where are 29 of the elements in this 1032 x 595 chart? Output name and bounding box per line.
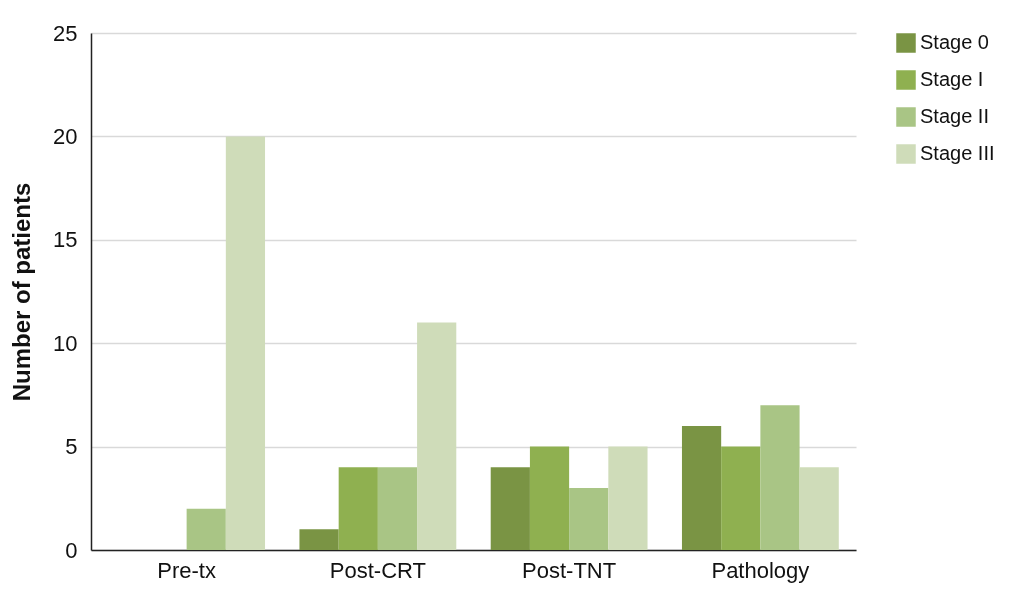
x-tick-label: Post-CRT xyxy=(329,557,426,583)
bar xyxy=(608,446,648,550)
x-tick-label: Post-TNT xyxy=(522,557,617,583)
legend-label: Stage 0 xyxy=(920,31,989,53)
bar xyxy=(417,322,457,550)
bar xyxy=(569,487,609,550)
bar xyxy=(225,136,266,550)
y-tick-label: 15 xyxy=(53,227,78,253)
y-tick-label: 0 xyxy=(65,537,78,563)
x-tick-label: Pre-tx xyxy=(157,557,216,583)
bar xyxy=(721,446,761,550)
y-tick-label: 5 xyxy=(65,434,78,460)
y-tick-label: 25 xyxy=(53,20,78,46)
y-tick-label: 20 xyxy=(53,123,78,149)
bar xyxy=(338,467,378,550)
bar xyxy=(377,467,418,550)
y-axis-title: Number of patients xyxy=(8,182,36,402)
legend-label: Stage II xyxy=(920,105,989,127)
bar xyxy=(529,446,570,550)
bar xyxy=(186,508,226,550)
y-tick-label: 10 xyxy=(53,330,78,356)
bar xyxy=(299,529,339,550)
bar xyxy=(490,467,530,550)
x-tick-label: Pathology xyxy=(711,557,810,583)
bar xyxy=(681,425,722,550)
legend-label: Stage III xyxy=(920,142,995,164)
legend-label: Stage I xyxy=(920,68,984,90)
bar xyxy=(760,405,800,550)
bar xyxy=(799,467,839,550)
